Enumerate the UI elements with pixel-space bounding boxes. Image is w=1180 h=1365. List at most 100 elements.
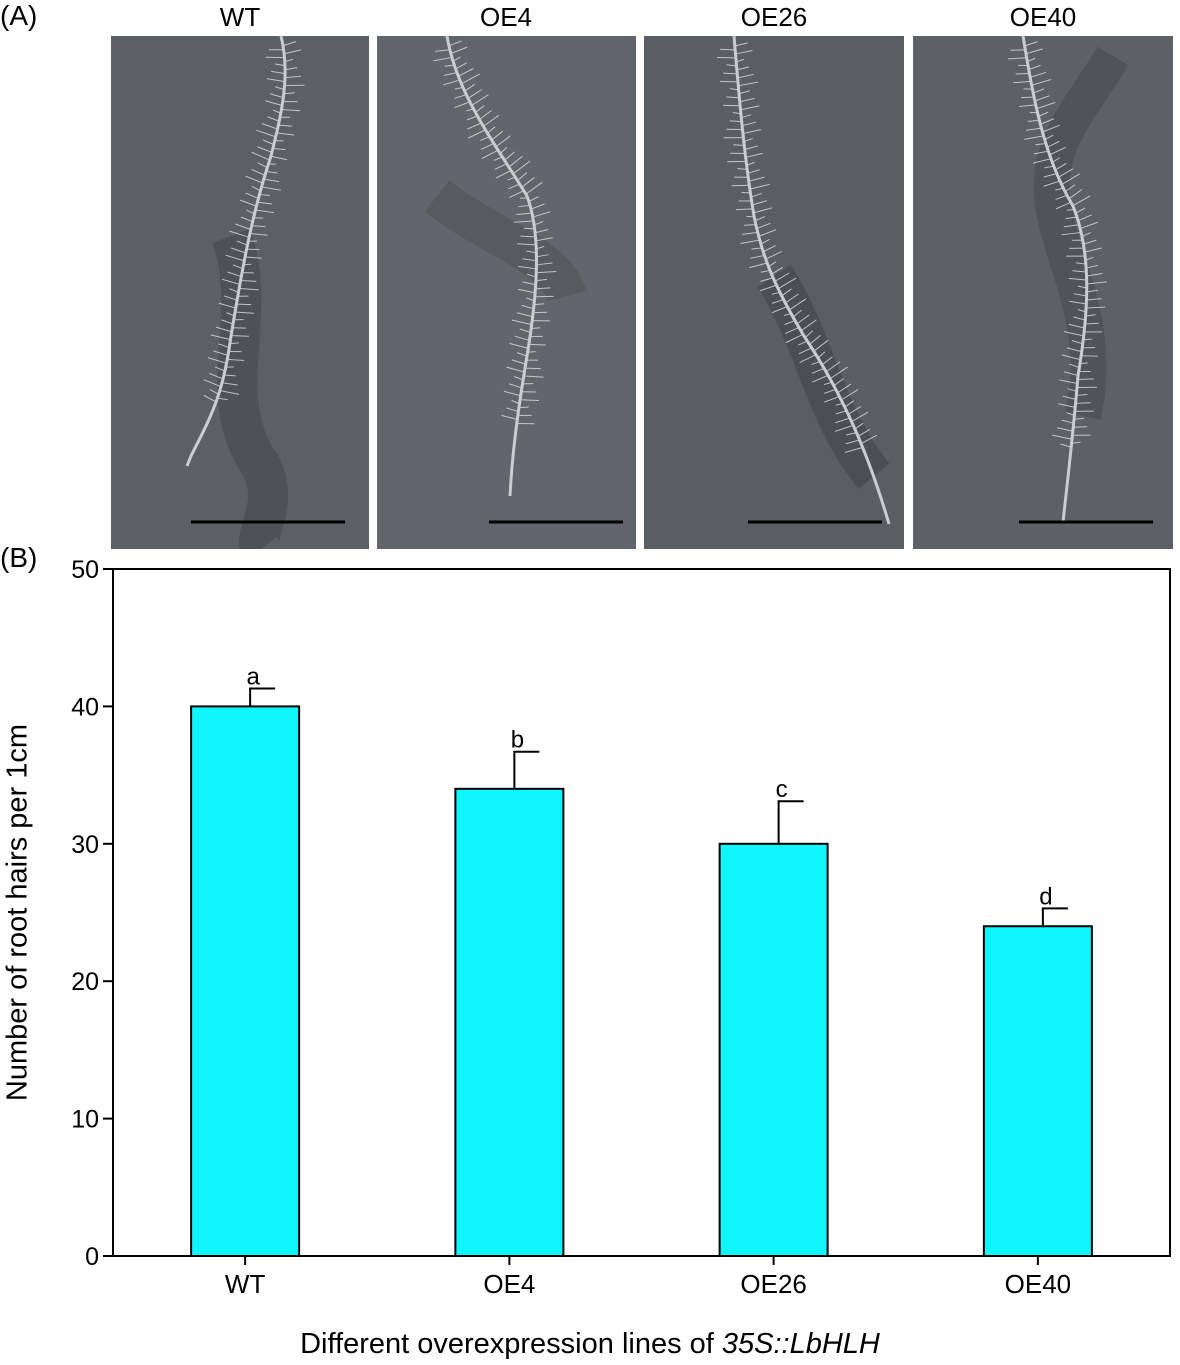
root-hair — [777, 277, 797, 290]
root-hair — [824, 395, 840, 403]
root-hair — [736, 208, 753, 211]
root-hair — [1083, 338, 1093, 341]
root-hair — [1061, 173, 1080, 185]
root-hair — [468, 129, 486, 139]
root-hair — [433, 56, 452, 62]
root-hair — [259, 194, 271, 196]
y-tick-label: 50 — [71, 556, 99, 584]
root-hair — [784, 320, 796, 325]
root-hair — [785, 293, 799, 304]
root-hair — [281, 108, 301, 112]
root-hair — [756, 222, 771, 230]
root-hair — [284, 75, 302, 79]
root-hair — [518, 204, 531, 208]
root-hair — [511, 319, 532, 326]
root-hair — [521, 177, 535, 188]
root-hair — [213, 350, 229, 356]
root-hair — [1086, 273, 1103, 277]
root-hair — [1061, 354, 1081, 361]
root-hair — [857, 428, 871, 437]
root-hair — [738, 90, 751, 95]
root-hair — [1024, 41, 1038, 47]
significance-label: a — [246, 664, 260, 691]
root-hair — [270, 155, 288, 161]
root-hair — [784, 327, 800, 335]
root-hair — [729, 120, 742, 123]
root-hair — [265, 171, 278, 174]
root-hair — [521, 304, 534, 310]
root-hair — [731, 184, 750, 187]
root-hair — [275, 86, 285, 91]
root-hair — [750, 254, 765, 259]
root-hair — [736, 66, 749, 71]
root-hair — [270, 93, 284, 99]
root-hair — [774, 272, 790, 282]
root-hair — [236, 303, 252, 306]
root-hair — [824, 388, 836, 394]
root-hair — [1043, 180, 1061, 187]
panel-b-label: (B) — [0, 542, 38, 573]
root-hair — [251, 185, 261, 192]
root-hair — [272, 148, 286, 151]
root-hair — [1035, 143, 1046, 146]
x-tick-label: OE26 — [740, 1269, 807, 1299]
root-hair — [530, 203, 545, 210]
root-hair — [1019, 104, 1036, 108]
root-hair — [1067, 388, 1077, 392]
root-hair — [467, 122, 482, 130]
root-hair — [1083, 239, 1097, 245]
root-hair — [217, 397, 228, 401]
root-hair — [821, 356, 833, 366]
root-hair — [837, 383, 852, 394]
root-hair — [745, 152, 763, 158]
root-hair — [283, 92, 295, 95]
root-hair — [516, 212, 533, 216]
root-hair — [1042, 124, 1060, 133]
root-hair — [1063, 331, 1084, 337]
root-hair — [236, 240, 248, 246]
bar — [718, 842, 829, 1257]
root-hair — [758, 229, 777, 237]
root-hair — [535, 237, 553, 242]
root-hair — [772, 306, 788, 314]
root-hair — [1081, 232, 1092, 237]
root-hair — [798, 347, 812, 355]
root-hair — [1049, 146, 1066, 156]
root-hair — [215, 326, 232, 333]
root-hair — [536, 271, 557, 274]
root-hair — [1015, 72, 1030, 75]
root-hair — [483, 114, 500, 127]
root-hair — [1062, 395, 1077, 400]
root-hair — [471, 94, 489, 106]
root-hair — [1073, 426, 1088, 428]
root-hair — [516, 312, 533, 318]
root-hair — [536, 254, 549, 258]
root-hair — [218, 302, 236, 309]
root-hair — [796, 314, 810, 325]
root-hair — [817, 351, 826, 359]
root-hair — [1073, 316, 1086, 321]
root-hair — [1071, 339, 1083, 345]
root-hair — [535, 278, 547, 282]
root-hair — [239, 287, 259, 291]
root-hair — [266, 78, 285, 83]
root-hair — [1075, 207, 1086, 214]
root-hair — [528, 343, 546, 346]
root-hair — [1036, 102, 1056, 110]
root-hair — [240, 279, 257, 282]
root-hair — [464, 84, 475, 92]
x-axis-label: Different overexpression lines of 35S::L… — [0, 1328, 1180, 1361]
root-hair — [443, 72, 458, 77]
y-axis-label: Number of root hairs per 1cm — [1, 723, 34, 1102]
root-hair — [524, 367, 541, 370]
root-hair — [1040, 118, 1055, 125]
root-hair — [760, 239, 770, 245]
root-hair — [251, 225, 266, 228]
root-hair — [518, 288, 536, 294]
root-hair — [256, 129, 276, 138]
y-tick-label: 30 — [71, 831, 99, 859]
root-hair — [271, 70, 286, 75]
root-hair — [1068, 277, 1087, 281]
root-hair — [1061, 419, 1074, 424]
root-hair — [759, 284, 777, 292]
